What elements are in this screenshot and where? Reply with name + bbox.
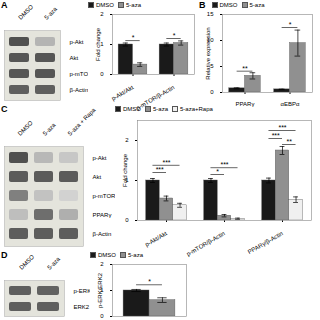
svg-text:*: * [216,168,219,175]
svg-text:0: 0 [100,71,104,77]
svg-text:***: *** [278,124,286,131]
svg-text:p-Akt/Akt: p-Akt/Akt [144,230,168,248]
svg-text:p-mTOR/β-Actin: p-mTOR/β-Actin [185,230,226,257]
svg-text:Akt: Akt [70,55,79,61]
svg-text:*: * [173,32,176,39]
svg-text:DMSO: DMSO [17,4,34,21]
svg-text:β-Actin: β-Actin [70,87,89,93]
svg-text:5-aza + Rapa: 5-aza + Rapa [67,106,97,136]
svg-text:0: 0 [100,313,104,319]
svg-text:15: 15 [207,11,214,17]
svg-text:5-aza: 5-aza [46,255,61,270]
svg-text:p-Akt: p-Akt [93,155,107,161]
svg-text:p-mTOR: p-mTOR [93,193,117,199]
svg-text:Fold change: Fold change [95,27,101,61]
svg-text:5-aza: 5-aza [43,5,58,20]
svg-text:DMSO: DMSO [17,120,34,137]
svg-text:Fold change: Fold change [122,153,128,187]
svg-text:2: 2 [100,261,104,267]
svg-text:***: *** [156,166,164,173]
svg-text:PPARγ: PPARγ [93,212,112,218]
svg-text:ERK2: ERK2 [74,304,90,310]
svg-text:**: ** [242,65,248,72]
svg-text:*: * [289,21,292,28]
svg-text:5-aza: 5-aza [42,121,57,136]
svg-text:*: * [132,34,135,41]
svg-text:2: 2 [125,137,129,143]
svg-text:DMSO: DMSO [18,254,35,271]
svg-text:p-ERK/ERK2: p-ERK/ERK2 [97,272,103,308]
svg-text:p-ERK: p-ERK [74,288,92,294]
svg-text:***: *** [272,132,280,139]
svg-text:PPARγ/β-Actin: PPARγ/β-Actin [247,230,284,255]
svg-text:Akt: Akt [93,174,102,180]
svg-text:0: 0 [210,89,214,95]
svg-text:p-Akt/Akt: p-Akt/Akt [110,84,134,102]
svg-text:Relative expression: Relative expression [205,27,211,79]
svg-text:PPARγ: PPARγ [236,101,255,107]
svg-text:p-Akt: p-Akt [70,39,84,45]
svg-text:***: *** [220,161,228,168]
svg-text:αEBPα: αEBPα [281,101,300,107]
svg-text:2: 2 [100,11,104,17]
svg-text:0: 0 [125,217,129,223]
svg-text:***: *** [162,159,170,166]
svg-text:β-Actin: β-Actin [93,231,112,237]
svg-text:*: * [148,278,151,285]
svg-text:**: ** [287,138,293,145]
